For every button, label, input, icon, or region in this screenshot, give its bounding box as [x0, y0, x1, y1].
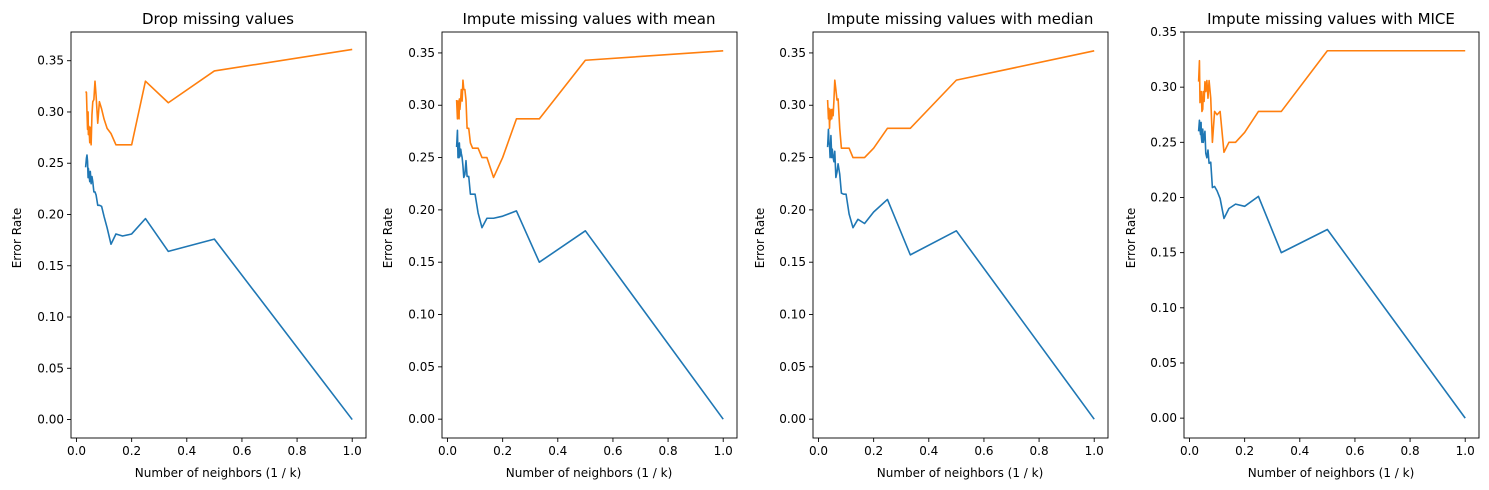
- y-tick-label: 0.00: [37, 413, 64, 427]
- x-tick-label: 1.0: [343, 444, 362, 458]
- subplot-impute-mice: Impute missing values with MICE Number o…: [1124, 10, 1480, 480]
- series-line-0: [455, 129, 724, 420]
- y-tick-label: 0.10: [1150, 301, 1177, 315]
- x-tick-label: 0.0: [438, 444, 457, 458]
- x-tick-label: 0.2: [122, 444, 141, 458]
- axes-frame: [70, 31, 367, 439]
- y-tick-label: 0.15: [37, 259, 64, 273]
- x-tick-label: 0.4: [177, 444, 196, 458]
- y-tick-label: 0.15: [779, 255, 806, 269]
- series-line-1: [84, 48, 353, 146]
- y-tick-label: 0.30: [779, 98, 806, 112]
- x-axis-label: Number of neighbors (1 / k): [135, 466, 302, 480]
- y-axis-label: Error Rate: [753, 208, 767, 269]
- x-tick-label: 0.2: [864, 444, 883, 458]
- y-tick-label: 0.15: [408, 255, 435, 269]
- x-tick-label: 0.0: [67, 444, 86, 458]
- y-tick-label: 0.30: [37, 105, 64, 119]
- x-tick-label: 0.4: [919, 444, 938, 458]
- y-tick-label: 0.05: [37, 361, 64, 375]
- series-line-1: [1197, 49, 1466, 154]
- y-tick-label: 0.25: [779, 151, 806, 165]
- chart-title: Impute missing values with MICE: [1207, 10, 1455, 28]
- y-tick-label: 0.25: [408, 151, 435, 165]
- chart-title: Drop missing values: [142, 10, 294, 28]
- x-tick-label: 1.0: [714, 444, 733, 458]
- series-line-1: [455, 50, 724, 179]
- x-tick-label: 0.0: [809, 444, 828, 458]
- y-tick-label: 0.00: [779, 412, 806, 426]
- y-tick-label: 0.35: [37, 54, 64, 68]
- y-tick-label: 0.10: [408, 308, 435, 322]
- axes-frame: [441, 31, 738, 439]
- chart-title: Impute missing values with mean: [462, 10, 715, 28]
- x-tick-label: 0.4: [1290, 444, 1309, 458]
- x-tick-label: 0.6: [232, 444, 251, 458]
- y-tick-label: 0.30: [408, 98, 435, 112]
- y-tick-label: 0.05: [1150, 356, 1177, 370]
- subplot-impute-mean: Impute missing values with mean Number o…: [381, 10, 738, 480]
- y-tick-label: 0.10: [779, 308, 806, 322]
- y-tick-label: 0.35: [779, 46, 806, 60]
- subplot-impute-median: Impute missing values with median Number…: [753, 10, 1109, 480]
- y-tick-label: 0.20: [779, 203, 806, 217]
- y-tick-label: 0.05: [408, 360, 435, 374]
- x-tick-label: 0.8: [1401, 444, 1420, 458]
- y-tick-label: 0.20: [37, 207, 64, 221]
- y-tick-label: 0.10: [37, 310, 64, 324]
- x-tick-label: 0.2: [1235, 444, 1254, 458]
- y-tick-label: 0.05: [779, 360, 806, 374]
- x-tick-label: 0.6: [603, 444, 622, 458]
- axes-frame: [1183, 31, 1480, 439]
- y-tick-label: 0.00: [1150, 411, 1177, 425]
- x-tick-label: 0.4: [548, 444, 567, 458]
- y-tick-label: 0.35: [1150, 25, 1177, 39]
- x-tick-label: 0.6: [974, 444, 993, 458]
- y-axis-label: Error Rate: [1124, 208, 1138, 269]
- x-tick-label: 0.6: [1345, 444, 1364, 458]
- y-tick-label: 0.25: [37, 156, 64, 170]
- x-tick-label: 0.2: [493, 444, 512, 458]
- x-axis-label: Number of neighbors (1 / k): [1248, 466, 1415, 480]
- x-tick-label: 1.0: [1085, 444, 1104, 458]
- x-tick-label: 0.0: [1180, 444, 1199, 458]
- x-axis-label: Number of neighbors (1 / k): [506, 466, 673, 480]
- y-tick-label: 0.00: [408, 412, 435, 426]
- y-tick-label: 0.35: [408, 46, 435, 60]
- x-tick-label: 0.8: [659, 444, 678, 458]
- y-tick-label: 0.30: [1150, 80, 1177, 94]
- x-axis-label: Number of neighbors (1 / k): [877, 466, 1044, 480]
- y-axis-label: Error Rate: [381, 208, 395, 269]
- x-tick-label: 0.8: [1030, 444, 1049, 458]
- series-line-0: [84, 154, 353, 421]
- plot-area: 0.0 0.2 0.4 0.6 0.8 1.0 0.00 0.05 0.10 0.15 0.20 0.…: [779, 31, 1109, 458]
- plot-area: 0.0 0.2 0.4 0.6 0.8 1.0 0.00 0.05 0.10 0.15 0.20 0.…: [1150, 25, 1480, 458]
- plot-area: 0.0 0.2 0.4 0.6 0.8 1.0 0.00 0.05 0.10 0.15 0.20 0.…: [408, 31, 738, 458]
- y-tick-label: 0.20: [1150, 190, 1177, 204]
- plot-area: 0.0 0.2 0.4 0.6 0.8 1.0 0.00 0.05 0.10 0.15 0.20 0.…: [37, 31, 367, 458]
- y-tick-label: 0.15: [1150, 246, 1177, 260]
- subplot-drop-missing-values: Drop missing values Number of neighbors …: [10, 10, 367, 480]
- axes-frame: [812, 31, 1109, 439]
- x-tick-label: 0.8: [288, 444, 307, 458]
- y-axis-label: Error Rate: [10, 208, 24, 269]
- series-line-1: [826, 50, 1095, 159]
- chart-title: Impute missing values with median: [827, 10, 1094, 28]
- series-line-0: [826, 128, 1095, 420]
- x-tick-label: 1.0: [1456, 444, 1475, 458]
- series-line-0: [1197, 119, 1466, 419]
- y-tick-label: 0.20: [408, 203, 435, 217]
- y-tick-label: 0.25: [1150, 135, 1177, 149]
